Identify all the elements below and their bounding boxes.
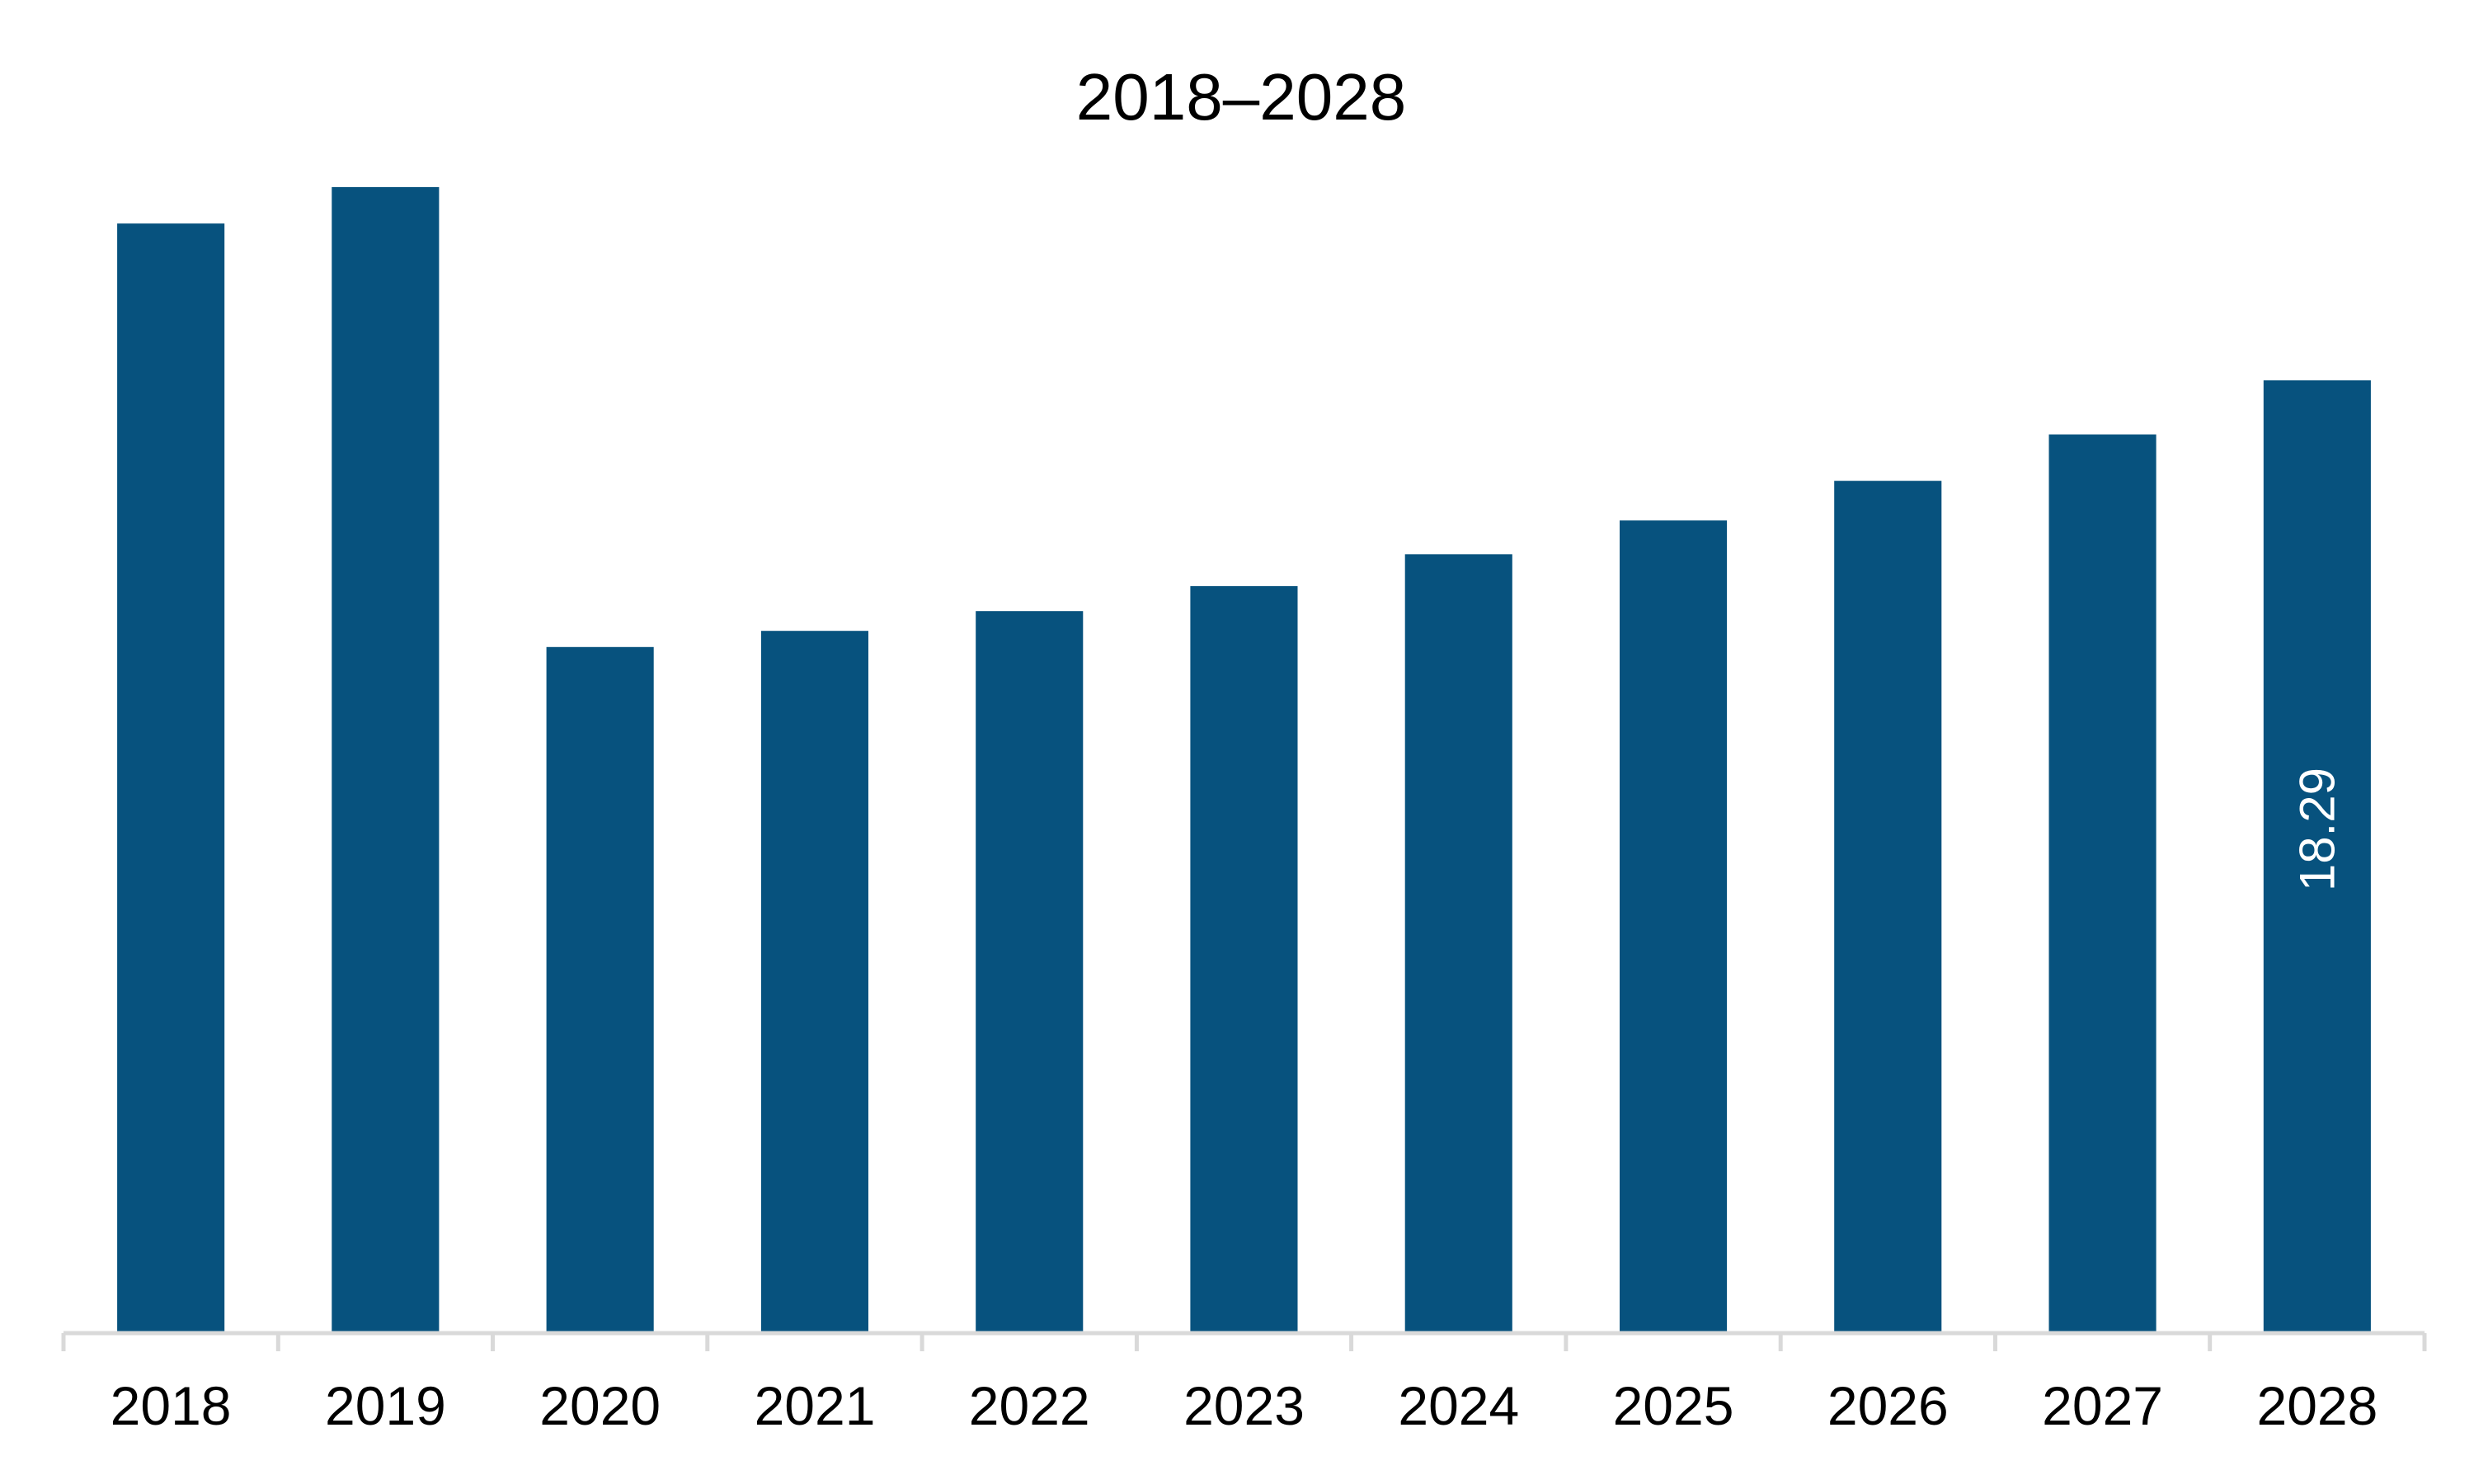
bars-layer bbox=[117, 186, 2371, 1334]
x-axis: 2018 2019 2020 2021 2022 2023 2024 2025 2026 2027… bbox=[61, 1331, 2427, 1436]
x-tick-label-2025: 2025 bbox=[1613, 1375, 1734, 1436]
bar-2028 bbox=[2263, 380, 2371, 1333]
x-tick-label-2027: 2027 bbox=[2042, 1375, 2163, 1436]
x-tick-label-2022: 2022 bbox=[969, 1375, 1090, 1436]
bar-2024 bbox=[1404, 554, 1512, 1333]
x-tick-label-2026: 2026 bbox=[1827, 1375, 1949, 1436]
x-tick-label-2024: 2024 bbox=[1398, 1375, 1519, 1436]
bar-2025 bbox=[1620, 520, 1728, 1333]
x-tick-label-2028: 2028 bbox=[2256, 1375, 2378, 1436]
data-labels-layer: 18.29 bbox=[2289, 768, 2345, 891]
bar-2026 bbox=[1834, 481, 1942, 1334]
bar-2018 bbox=[117, 223, 225, 1334]
bar-2021 bbox=[760, 631, 868, 1333]
x-tick-label-2023: 2023 bbox=[1183, 1375, 1305, 1436]
chart-title: 2018–2028 bbox=[1076, 60, 1406, 134]
bar-2027 bbox=[2048, 434, 2157, 1333]
bar-2020 bbox=[546, 646, 654, 1333]
x-tick-label-2021: 2021 bbox=[755, 1375, 876, 1436]
x-tick-label-2018: 2018 bbox=[111, 1375, 232, 1436]
bar-2023 bbox=[1190, 585, 1298, 1333]
data-label-2028: 18.29 bbox=[2289, 768, 2345, 891]
x-tick-label-2019: 2019 bbox=[325, 1375, 446, 1436]
bar-2019 bbox=[332, 186, 440, 1333]
bar-2022 bbox=[976, 611, 1084, 1333]
x-tick-label-2020: 2020 bbox=[539, 1375, 661, 1436]
